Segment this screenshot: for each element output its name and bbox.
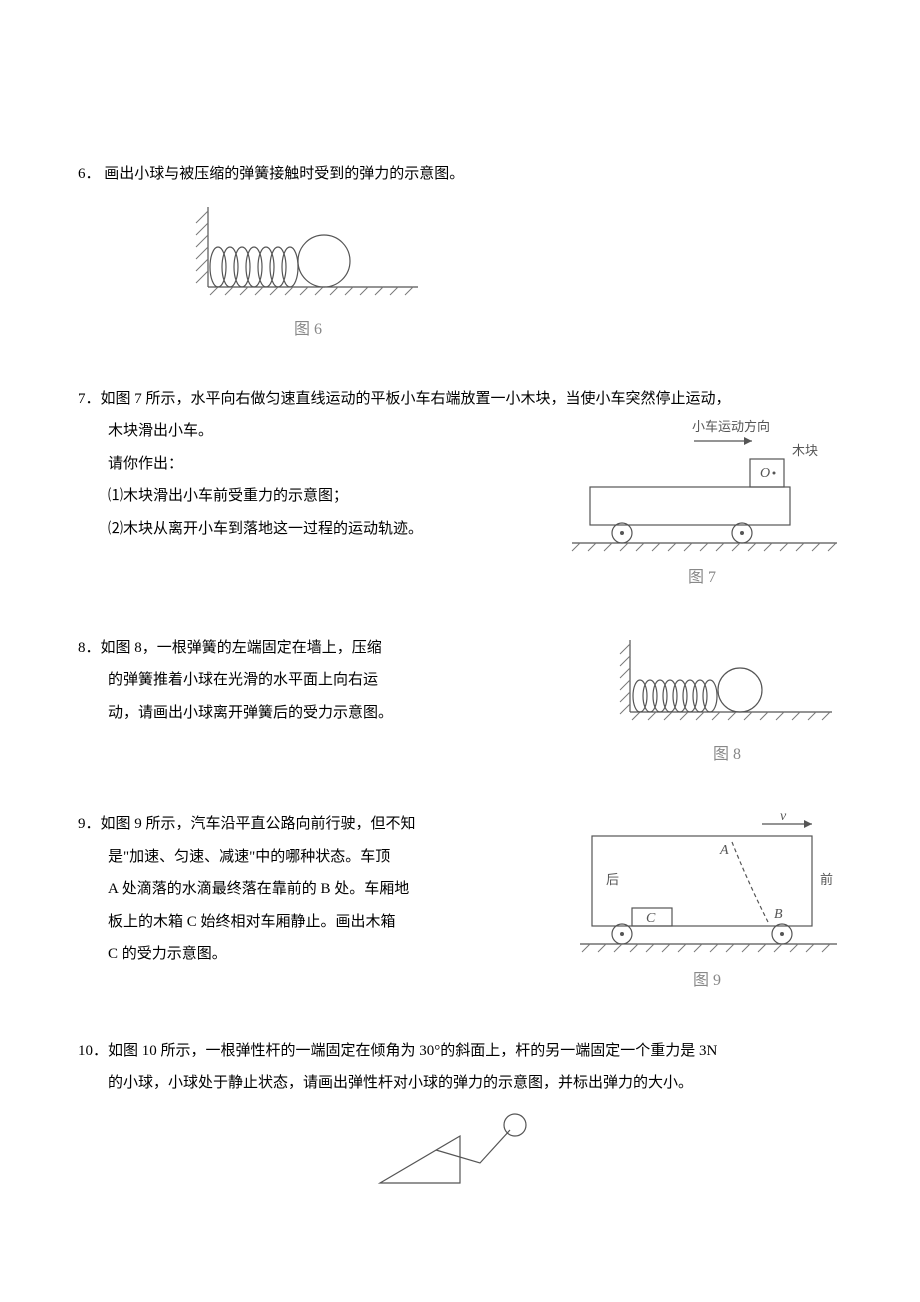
q6-caption: 图 6 <box>188 315 428 345</box>
q7-caption: 图 7 <box>562 563 842 593</box>
problem-10: 10．如图 10 所示，一根弹性杆的一端固定在倾角为 30°的斜面上，杆的另一端… <box>78 1037 842 1188</box>
q8-num: 8． <box>78 640 101 656</box>
q8-figure-wrap: 图 8 <box>612 634 842 770</box>
q8-l1: 8．如图 8，一根弹簧的左端固定在墙上，压缩 <box>78 634 592 663</box>
problem-7: 7．如图 7 所示，水平向右做匀速直线运动的平板小车右端放置一小木块，当使小车突… <box>78 385 842 594</box>
q10-l1: 10．如图 10 所示，一根弹性杆的一端固定在倾角为 30°的斜面上，杆的另一端… <box>78 1037 842 1066</box>
q7-dir-label: 小车运动方向 <box>692 419 770 434</box>
q7-l4: ⑴木块滑出小车前受重力的示意图； <box>78 482 542 511</box>
q7-figure: 小车运动方向 木块 O <box>562 417 842 557</box>
problem-6: 6． 画出小球与被压缩的弹簧接触时受到的弹力的示意图。 <box>78 160 842 345</box>
q7-l5: ⑵木块从离开小车到落地这一过程的运动轨迹。 <box>78 515 542 544</box>
q6-figure-wrap: 图 6 <box>188 199 842 345</box>
problem-8: 8．如图 8，一根弹簧的左端固定在墙上，压缩 的弹簧推着小球在光滑的水平面上向右… <box>78 634 842 770</box>
q10-figure-wrap <box>78 1108 842 1188</box>
q7-figure-wrap: 小车运动方向 木块 O <box>562 417 842 593</box>
q9-caption: 图 9 <box>572 966 842 996</box>
q9-l3: A 处滴落的水滴最终落在靠前的 B 处。车厢地 <box>78 875 552 904</box>
q7-l3: 请你作出： <box>78 450 542 479</box>
q8-l3: 动，请画出小球离开弹簧后的受力示意图。 <box>78 699 592 728</box>
q9-figure: v 后 前 A B C <box>572 810 842 960</box>
q7-o-label: O <box>760 466 770 481</box>
q6-figure <box>188 199 428 309</box>
q9-c-label: C <box>646 911 656 926</box>
q8-l2: 的弹簧推着小球在光滑的水平面上向右运 <box>78 666 592 695</box>
q9-a-label: A <box>719 843 729 858</box>
q9-l1: 9．如图 9 所示，汽车沿平直公路向前行驶，但不知 <box>78 810 552 839</box>
q8-caption: 图 8 <box>612 740 842 770</box>
q7-block-label: 木块 <box>792 443 818 458</box>
q9-back-label: 后 <box>606 872 619 887</box>
q10-l2: 的小球，小球处于静止状态，请画出弹性杆对小球的弹力的示意图，并标出弹力的大小。 <box>78 1069 842 1098</box>
q9-l2: 是"加速、匀速、减速"中的哪种状态。车顶 <box>78 843 552 872</box>
q9-front-label: 前 <box>820 872 833 887</box>
q9-figure-wrap: v 后 前 A B C <box>572 810 842 996</box>
q6-body: 画出小球与被压缩的弹簧接触时受到的弹力的示意图。 <box>104 166 464 182</box>
q6-text: 6． 画出小球与被压缩的弹簧接触时受到的弹力的示意图。 <box>78 160 842 189</box>
q8-figure <box>612 634 842 734</box>
problem-9: 9．如图 9 所示，汽车沿平直公路向前行驶，但不知 是"加速、匀速、减速"中的哪… <box>78 810 842 996</box>
q10-num: 10． <box>78 1043 108 1059</box>
q7-l1: 7．如图 7 所示，水平向右做匀速直线运动的平板小车右端放置一小木块，当使小车突… <box>78 385 842 414</box>
q10-figure <box>360 1108 560 1188</box>
q9-l4: 板上的木箱 C 始终相对车厢静止。画出木箱 <box>78 908 552 937</box>
q9-b-label: B <box>774 907 783 922</box>
q7-num: 7． <box>78 391 101 407</box>
q9-v-label: v <box>780 810 787 824</box>
q9-l5: C 的受力示意图。 <box>78 940 552 969</box>
q9-num: 9． <box>78 816 101 832</box>
q6-num: 6． <box>78 166 101 182</box>
q7-l2: 木块滑出小车。 <box>78 417 542 446</box>
